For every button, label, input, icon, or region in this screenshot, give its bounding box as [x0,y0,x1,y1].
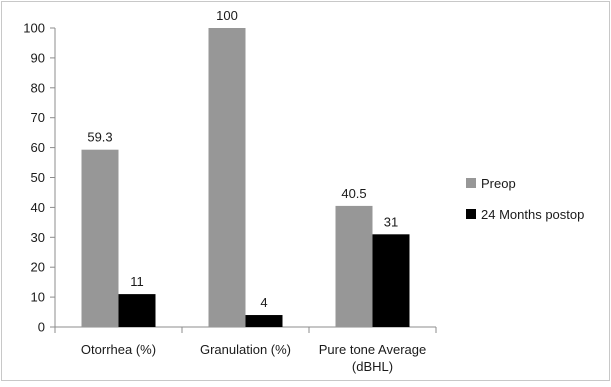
y-tick-label: 60 [31,140,45,155]
y-tick-label: 30 [31,230,45,245]
data-label: 11 [130,274,144,289]
bar [118,294,156,327]
x-tick-label: Otorrhea (%) [81,342,156,357]
bar [81,149,119,327]
y-tick-label: 100 [23,21,45,36]
data-label: 59.3 [87,130,112,145]
data-labels: 59.3 100 40.5 11 4 31 [87,8,398,310]
bar [208,28,246,327]
bar [335,205,373,327]
x-tick-label: Granulation (%) [200,342,291,357]
data-label: 40.5 [341,186,366,201]
legend-label: 24 Months postop [481,207,584,222]
y-tick-label: 0 [38,320,45,335]
x-tick-label: Pure tone Average [319,342,426,357]
y-tick-label: 20 [31,260,45,275]
legend-swatch [466,209,476,219]
y-tick-label: 70 [31,110,45,125]
legend: Preop 24 Months postop [466,176,584,222]
data-label: 100 [216,8,238,23]
legend-label: Preop [481,176,516,191]
y-tick-label: 50 [31,170,45,185]
bars [81,28,410,327]
bar [245,315,283,327]
data-label: 4 [260,295,267,310]
data-label: 31 [384,214,398,229]
x-tick-label: (dBHL) [352,359,393,374]
y-tick-label: 10 [31,290,45,305]
y-tick-label: 80 [31,80,45,95]
legend-swatch [466,178,476,188]
y-tick-label: 90 [31,50,45,65]
bar [372,234,410,327]
y-tick-label: 40 [31,200,45,215]
y-axis: 0 10 20 30 40 50 60 70 80 90 100 [23,21,56,335]
